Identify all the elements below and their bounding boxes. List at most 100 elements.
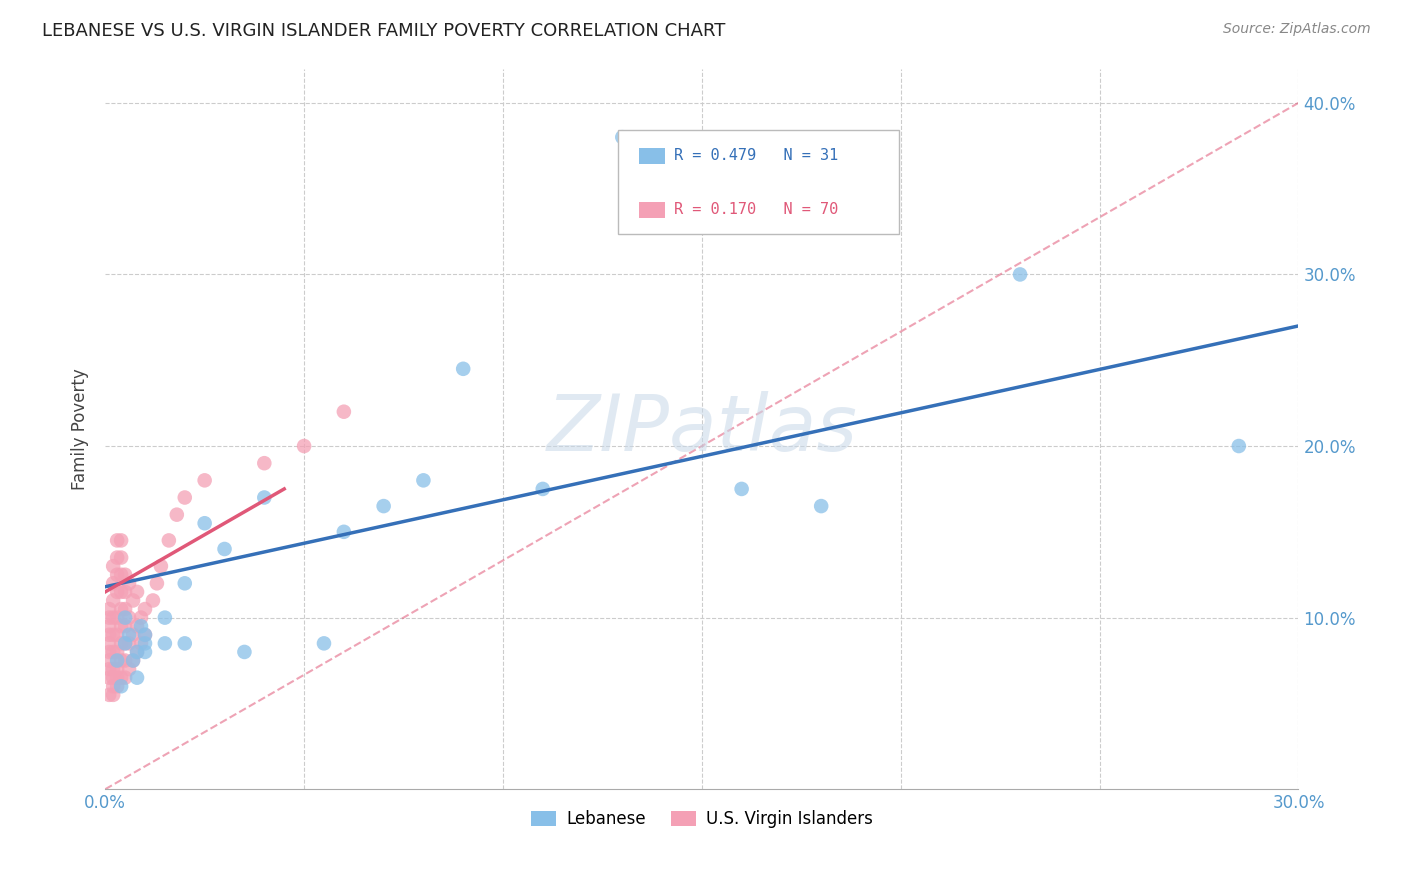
Point	[114, 567, 136, 582]
Point	[118, 636, 141, 650]
Point	[531, 482, 554, 496]
Point	[101, 576, 124, 591]
Point	[125, 645, 148, 659]
Point	[129, 610, 152, 624]
Point	[122, 628, 145, 642]
Point	[105, 662, 128, 676]
Point	[125, 619, 148, 633]
Point	[612, 130, 634, 145]
Point	[110, 653, 132, 667]
Point	[173, 576, 195, 591]
Point	[105, 671, 128, 685]
Point	[110, 585, 132, 599]
Point	[105, 533, 128, 548]
Point	[98, 619, 121, 633]
Point	[101, 671, 124, 685]
Point	[166, 508, 188, 522]
Point	[105, 550, 128, 565]
Point	[98, 653, 121, 667]
Legend: Lebanese, U.S. Virgin Islanders: Lebanese, U.S. Virgin Islanders	[524, 804, 879, 835]
Point	[105, 653, 128, 667]
Point	[118, 662, 141, 676]
Point	[110, 671, 132, 685]
Point	[412, 474, 434, 488]
Point	[333, 524, 356, 539]
Point	[105, 628, 128, 642]
Point	[98, 688, 121, 702]
Point	[110, 550, 132, 565]
Point	[134, 602, 156, 616]
FancyBboxPatch shape	[638, 202, 665, 218]
Point	[125, 671, 148, 685]
Point	[122, 653, 145, 667]
Point	[122, 653, 145, 667]
Point	[101, 662, 124, 676]
Point	[129, 636, 152, 650]
Point	[118, 576, 141, 591]
Point	[98, 645, 121, 659]
Point	[114, 653, 136, 667]
Point	[134, 645, 156, 659]
Point	[98, 671, 121, 685]
Point	[101, 628, 124, 642]
Point	[105, 585, 128, 599]
Point	[105, 679, 128, 693]
Text: R = 0.170   N = 70: R = 0.170 N = 70	[675, 202, 838, 218]
Point	[153, 610, 176, 624]
Point	[114, 636, 136, 650]
Point	[134, 628, 156, 642]
Point	[373, 499, 395, 513]
Point	[194, 516, 217, 531]
FancyBboxPatch shape	[638, 148, 665, 163]
Point	[312, 636, 335, 650]
Point	[125, 585, 148, 599]
Point	[292, 439, 315, 453]
Point	[142, 593, 165, 607]
Point	[101, 688, 124, 702]
Point	[134, 628, 156, 642]
Y-axis label: Family Poverty: Family Poverty	[72, 368, 89, 490]
Text: LEBANESE VS U.S. VIRGIN ISLANDER FAMILY POVERTY CORRELATION CHART: LEBANESE VS U.S. VIRGIN ISLANDER FAMILY …	[42, 22, 725, 40]
Point	[149, 559, 172, 574]
Point	[129, 619, 152, 633]
Point	[1010, 268, 1032, 282]
Point	[125, 645, 148, 659]
Point	[101, 559, 124, 574]
Point	[98, 662, 121, 676]
Point	[110, 567, 132, 582]
Point	[214, 541, 236, 556]
Point	[118, 610, 141, 624]
Point	[101, 593, 124, 607]
Point	[101, 679, 124, 693]
Point	[114, 585, 136, 599]
Point	[157, 533, 180, 548]
Text: ZIPatlas: ZIPatlas	[547, 391, 858, 467]
Point	[110, 636, 132, 650]
Point	[110, 679, 132, 693]
Point	[118, 628, 141, 642]
Point	[114, 602, 136, 616]
Point	[114, 671, 136, 685]
Point	[114, 610, 136, 624]
Point	[110, 619, 132, 633]
Point	[146, 576, 169, 591]
Text: R = 0.479   N = 31: R = 0.479 N = 31	[675, 148, 838, 163]
Point	[98, 636, 121, 650]
Point	[173, 636, 195, 650]
Point	[114, 636, 136, 650]
Point	[101, 645, 124, 659]
Point	[105, 567, 128, 582]
Point	[105, 610, 128, 624]
Point	[134, 636, 156, 650]
Point	[98, 628, 121, 642]
Point	[98, 602, 121, 616]
Point	[253, 456, 276, 470]
Point	[810, 499, 832, 513]
Point	[333, 405, 356, 419]
Point	[233, 645, 256, 659]
Point	[114, 619, 136, 633]
Point	[98, 610, 121, 624]
FancyBboxPatch shape	[619, 129, 898, 235]
Point	[110, 602, 132, 616]
Point	[173, 491, 195, 505]
